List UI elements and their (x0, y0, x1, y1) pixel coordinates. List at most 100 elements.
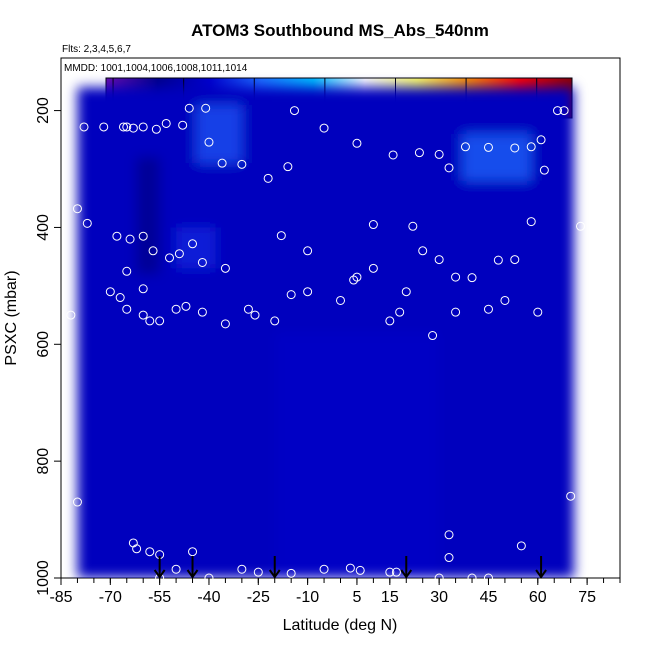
x-tick-label: 15 (381, 589, 399, 606)
x-tick-label: 60 (529, 589, 547, 606)
flight-point (188, 239, 198, 249)
flight-point (536, 135, 546, 145)
flight-point (303, 246, 313, 256)
flight-point (368, 263, 378, 273)
flight-point (66, 310, 76, 320)
flight-point (118, 122, 128, 132)
flight-point (444, 553, 454, 563)
chart-title: ATOM3 Southbound MS_Abs_540nm (191, 21, 489, 40)
flight-point (408, 221, 418, 231)
flight-point (122, 122, 132, 132)
x-tick-label: -10 (296, 589, 319, 606)
x-tick-label: -55 (148, 589, 171, 606)
field-region (176, 227, 216, 269)
y-tick-label: 600 (35, 331, 52, 358)
flight-point (283, 162, 293, 172)
flight-point (510, 143, 520, 153)
flight-point (181, 301, 191, 311)
flight-point (539, 165, 549, 175)
flight-point (385, 567, 395, 577)
flight-point (352, 138, 362, 148)
x-axis-label: Latitude (deg N) (283, 617, 398, 634)
field-region (136, 157, 160, 275)
arrow-head (268, 569, 281, 579)
y-tick-label: 1000 (35, 560, 52, 596)
field-region (274, 332, 440, 578)
flight-point (467, 273, 477, 283)
arrow-head (186, 569, 199, 579)
flight-point (510, 255, 520, 265)
x-tick-label: -85 (49, 589, 72, 606)
flight-point (253, 567, 263, 577)
flight-point (286, 290, 296, 300)
flight-point (444, 530, 454, 540)
flight-point (263, 173, 273, 183)
flight-point (451, 272, 461, 282)
x-tick-label: -40 (197, 589, 220, 606)
flight-point (148, 246, 158, 256)
flight-point (566, 491, 576, 501)
flight-point (99, 122, 109, 132)
flight-point (138, 284, 148, 294)
flight-point (388, 150, 398, 160)
x-tick-label: 5 (352, 589, 361, 606)
flight-point (155, 316, 165, 326)
flight-point (303, 287, 313, 297)
flight-point (434, 149, 444, 159)
flight-point (526, 217, 536, 227)
y-axis-label: PSXC (mbar) (3, 270, 20, 365)
flight-point (391, 567, 401, 577)
flight-point (250, 310, 260, 320)
flight-point (201, 103, 211, 113)
flight-point (460, 142, 470, 152)
heatmap-field (77, 87, 574, 578)
flight-point (368, 220, 378, 230)
flight-point (385, 316, 395, 326)
latitude-arrows (153, 556, 547, 579)
flight-point (276, 231, 286, 241)
x-tick-label: 75 (578, 589, 596, 606)
arrow-head (535, 569, 547, 579)
flight-point (197, 257, 207, 267)
flight-point (82, 218, 92, 228)
flight-point (414, 148, 424, 158)
flight-point (204, 137, 214, 147)
flight-point (533, 307, 543, 317)
flight-point (184, 103, 194, 113)
flight-point (174, 249, 184, 259)
flight-point (128, 123, 138, 133)
flight-point (115, 293, 125, 303)
flight-point (217, 158, 227, 168)
dates-note: MMDD: 1001,1004,1006,1008,1011,1014 (64, 63, 248, 74)
flight-point (165, 253, 175, 263)
flight-point (72, 204, 82, 214)
flight-point (559, 106, 569, 116)
flight-point (576, 221, 586, 231)
flight-point (526, 142, 536, 152)
flight-point (319, 564, 329, 574)
field-region (462, 133, 532, 181)
flight-point (125, 234, 135, 244)
flight-point (355, 565, 365, 575)
y-tick-label: 800 (35, 448, 52, 475)
flight-point (151, 124, 161, 134)
flight-point (122, 266, 132, 276)
field-region (195, 104, 242, 164)
field-layer (77, 87, 574, 578)
flight-point (138, 122, 148, 132)
flight-point (122, 304, 132, 314)
flight-point (145, 547, 155, 557)
flight-point (401, 287, 411, 297)
flight-point (237, 159, 247, 169)
flight-point (145, 316, 155, 326)
flight-point (243, 304, 253, 314)
flight-point (336, 295, 345, 305)
y-axis: 200 400 600 800 1000 (35, 97, 61, 596)
arrow-head (153, 569, 166, 579)
x-tick-label: 30 (430, 589, 448, 606)
y-tick-label: 200 (35, 97, 52, 124)
flight-points (66, 103, 586, 583)
flight-point (493, 255, 503, 265)
x-tick-label: -25 (247, 589, 270, 606)
